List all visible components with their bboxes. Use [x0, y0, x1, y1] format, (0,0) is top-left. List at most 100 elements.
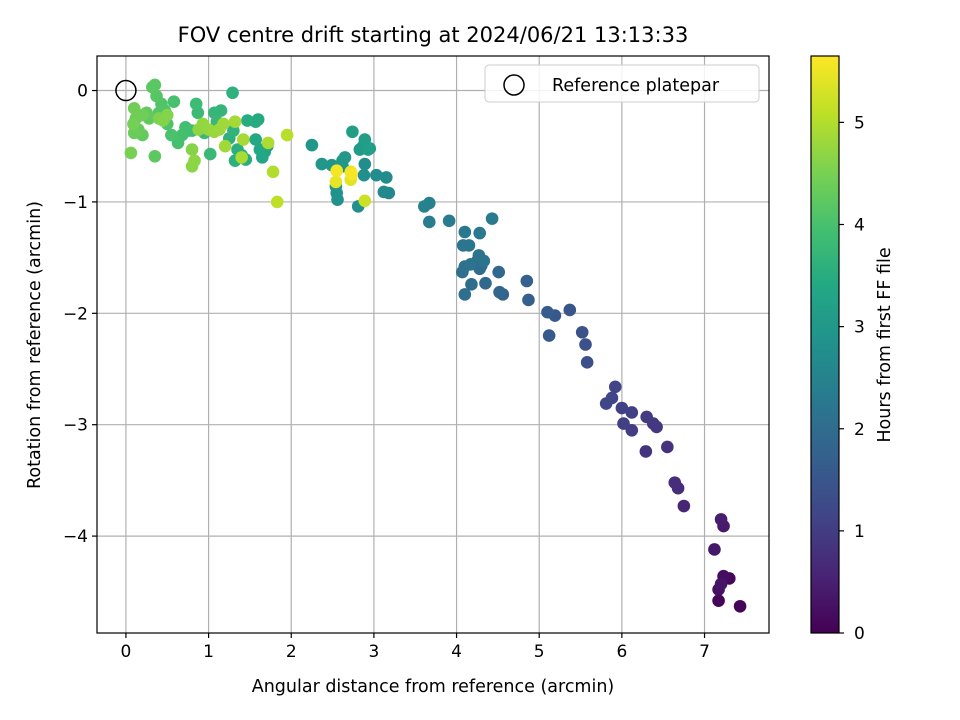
data-point [345, 167, 358, 181]
data-point [330, 164, 344, 178]
data-point [599, 397, 613, 410]
data-point [160, 108, 174, 122]
colorbar-label: Hours from first FF file [875, 247, 895, 442]
y-tick-label: 0 [77, 82, 88, 102]
data-point [270, 195, 284, 209]
plot-frame [96, 55, 770, 634]
y-tick-label: −1 [63, 193, 88, 213]
legend-label: Reference platepar [552, 76, 720, 96]
colorbar-bar [810, 55, 840, 634]
data-point [261, 136, 275, 150]
colorbar-tick-label: 1 [854, 522, 865, 542]
x-axis-label: Angular distance from reference (arcmin) [252, 677, 615, 697]
data-point [714, 513, 728, 526]
data-point [733, 599, 747, 613]
data-point [189, 97, 203, 111]
data-point [479, 276, 492, 290]
data-point [615, 401, 629, 415]
data-point [575, 325, 589, 339]
data-point [329, 175, 343, 189]
colorbar-tick-label: 0 [854, 624, 865, 644]
data-point [520, 274, 534, 288]
x-tick-label: 3 [368, 642, 379, 662]
data-point [625, 406, 639, 419]
x-axis-ticks: 0 1 2 3 4 5 6 7 [121, 633, 710, 662]
data-point [639, 445, 653, 458]
data-point [280, 128, 294, 142]
data-point [608, 380, 622, 394]
colorbar-tick-label: 3 [854, 318, 865, 338]
x-tick-label: 2 [286, 642, 297, 662]
x-tick-label: 7 [699, 642, 710, 662]
data-point [237, 133, 250, 146]
y-axis-ticks: 0 −1 −2 −3 −4 [63, 82, 97, 547]
chart-title: FOV centre drift starting at 2024/06/21 … [178, 23, 689, 47]
x-tick-label: 6 [616, 642, 627, 662]
y-tick-label: −2 [63, 304, 88, 324]
data-point [217, 117, 230, 131]
data-point [473, 226, 487, 240]
data-point [668, 476, 682, 489]
data-point [226, 86, 239, 100]
data-point [458, 225, 472, 239]
data-point [492, 265, 506, 279]
data-point [146, 80, 159, 94]
data-point [357, 168, 371, 182]
data-point [235, 151, 248, 164]
data-point [241, 114, 254, 127]
data-point [522, 293, 535, 307]
x-tick-label: 0 [121, 642, 132, 662]
y-tick-label: −4 [63, 527, 88, 547]
data-point [677, 499, 691, 513]
data-point [485, 212, 499, 225]
data-point [464, 257, 477, 271]
data-point [563, 303, 577, 317]
data-point [218, 139, 232, 153]
data-point [203, 147, 217, 161]
data-point [712, 594, 725, 607]
data-point [358, 133, 372, 146]
data-point [465, 278, 478, 291]
data-point [477, 254, 491, 268]
legend-marker [503, 74, 525, 96]
data-point [346, 125, 359, 139]
reference-platepar-marker [115, 79, 137, 102]
x-tick-label: 1 [203, 642, 214, 662]
data-point [370, 168, 383, 182]
data-point [714, 577, 728, 591]
data-point [579, 338, 592, 351]
data-point [305, 138, 319, 152]
data-point [358, 157, 372, 171]
data-point [188, 154, 201, 168]
data-point [379, 171, 393, 184]
grid-lines [97, 56, 769, 633]
y-axis-label: Rotation from reference (arcmin) [25, 201, 45, 489]
data-point [167, 95, 181, 108]
data-point [617, 417, 630, 430]
colorbar-tick-label: 2 [854, 420, 865, 440]
data-point [661, 440, 674, 454]
data-point [148, 149, 162, 163]
data-point [458, 288, 472, 301]
data-point [124, 146, 138, 160]
data-point [127, 102, 141, 115]
colorbar: 0 1 2 3 4 5 Hours from first FF file [810, 55, 895, 644]
data-point [418, 200, 431, 213]
data-point [127, 117, 140, 131]
data-point [165, 128, 178, 142]
colorbar-ticks: 0 1 2 3 4 5 [839, 113, 865, 644]
data-points [124, 78, 747, 613]
colorbar-tick-label: 5 [854, 113, 865, 133]
data-point [708, 543, 721, 556]
data-point [228, 115, 242, 129]
data-point [580, 356, 594, 369]
data-point [640, 410, 653, 424]
data-point [336, 154, 349, 168]
data-point [422, 215, 436, 229]
legend-box [484, 64, 760, 103]
data-point [249, 133, 263, 146]
x-tick-label: 5 [534, 642, 545, 662]
data-point [462, 239, 476, 252]
data-point [315, 157, 329, 171]
data-point [266, 165, 280, 179]
